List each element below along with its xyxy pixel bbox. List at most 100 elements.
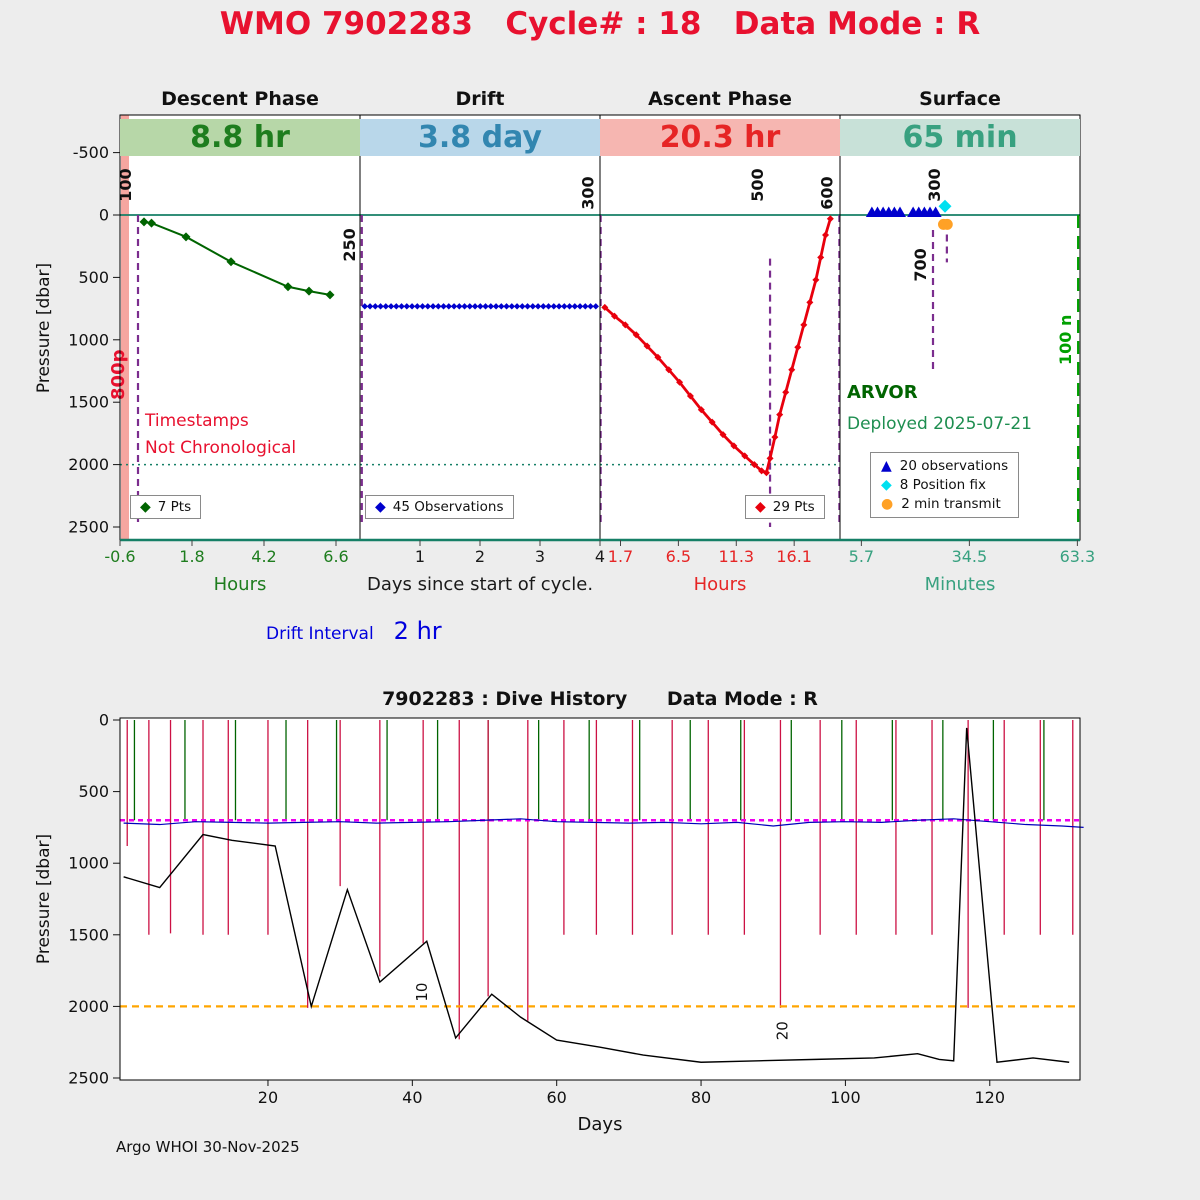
drift-observation-marker (492, 303, 500, 310)
ascent-profile-marker (812, 276, 820, 284)
drift-observation-marker (440, 303, 447, 310)
ascent-profile-marker (794, 343, 802, 351)
ascent-profile-marker (817, 253, 825, 261)
x-tick-label: 40 (402, 1088, 422, 1107)
ascent-profile-marker (665, 366, 673, 374)
x-tick-label: 34.5 (952, 547, 988, 566)
vline-label: 100 n (1056, 315, 1075, 365)
ascent-profile-marker (741, 452, 749, 460)
legend-ascent: ◆ 29 Pts (745, 495, 825, 519)
ascent-profile-marker (686, 392, 694, 400)
ascent-profile-marker (621, 321, 629, 329)
drift-observation-marker (419, 303, 426, 310)
ascent-profile-marker (708, 418, 716, 426)
ascent-profile-marker (806, 298, 814, 306)
drift-observation-marker (576, 303, 584, 310)
drift-observation-marker (445, 303, 452, 310)
ascent-profile-marker (632, 331, 640, 339)
vline-label: 300 (925, 168, 944, 201)
x-tick-label: 3 (535, 547, 545, 566)
descent-profile-marker (181, 232, 191, 242)
legend-surface-row-position-fix: ◆ 8 Position fix (881, 477, 1008, 493)
ascent-profile-marker (750, 461, 758, 469)
legend-drift: ◆ 45 Observations (365, 495, 514, 519)
drift-pressure-line (123, 818, 1084, 828)
ascent-profile-marker (782, 388, 790, 396)
x-tick-label: 63.3 (1060, 547, 1096, 566)
drift-observation-marker (414, 303, 421, 310)
float-model-label: ARVOR (847, 382, 918, 403)
timestamp-warning-band (121, 115, 129, 540)
legend-surface-row-transmit: ● 2 min transmit (881, 496, 1008, 512)
descent-profile-marker (304, 286, 314, 296)
diamond-marker-icon: ◆ (140, 499, 151, 515)
drift-observation-marker (382, 303, 389, 310)
descent-profile-marker (139, 217, 149, 227)
y-tick-label: 2500 (68, 518, 109, 537)
legend-surface-row-observations: ▲ 20 observations (881, 458, 1008, 474)
drift-interval-label: Drift Interval (266, 624, 374, 644)
ascent-profile-marker (719, 431, 727, 439)
legend-surface: ▲ 20 observations ◆ 8 Position fix ● 2 m… (870, 452, 1020, 518)
y-tick-label: -500 (73, 143, 109, 162)
ascent-profile-marker (730, 442, 738, 450)
drift-observation-marker (534, 303, 542, 310)
x-tick-label: 120 (975, 1088, 1006, 1107)
position-fix-marker (938, 199, 952, 213)
descent-profile-marker (283, 282, 293, 292)
y-tick-label: 0 (99, 711, 109, 730)
legend-ascent-label: 29 Pts (772, 499, 815, 515)
y-tick-label: 1000 (68, 330, 109, 349)
drift-observation-marker (592, 303, 599, 310)
x-tick-label: 6.5 (666, 547, 691, 566)
ascent-profile-marker (771, 433, 779, 441)
circle-marker-icon: ● (881, 496, 894, 512)
drift-observation-marker (487, 303, 494, 310)
x-tick-label: 11.3 (718, 547, 754, 566)
drift-observation-marker (424, 303, 431, 310)
ascent-profile-marker (766, 454, 774, 462)
phase-header-surface: Surface (919, 88, 1001, 110)
phase-header-ascent: Ascent Phase (648, 88, 792, 110)
diamond-marker-icon: ◆ (881, 477, 892, 493)
drift-observation-marker (398, 303, 405, 310)
ascent-profile-marker (776, 411, 784, 419)
cycle-number-label: 10 (413, 983, 431, 1002)
drift-observation-marker (529, 303, 536, 310)
descent-profile-marker (226, 257, 236, 267)
phase-header-descent: Descent Phase (161, 88, 319, 110)
x-tick-label: 16.1 (776, 547, 812, 566)
drift-observation-marker (508, 303, 515, 310)
y-tick-label: 2500 (68, 1069, 109, 1088)
legend-descent: ◆ 7 Pts (130, 495, 202, 519)
drift-observation-marker (408, 303, 416, 310)
ascent-profile-marker (697, 406, 705, 414)
drift-observation-marker (466, 303, 473, 310)
drift-observation-marker (450, 303, 458, 310)
drift-observation-marker (377, 303, 384, 310)
drift-observation-marker (461, 303, 468, 310)
timeline-y-axis-title: Pressure [dbar] (34, 262, 54, 394)
legend-descent-label: 7 Pts (157, 499, 192, 515)
y-tick-label: 500 (78, 268, 109, 287)
x-tick-label: 5.7 (849, 547, 874, 566)
x-tick-label: 1.8 (179, 547, 204, 566)
surface-observation-marker (894, 206, 906, 218)
y-tick-label: 2000 (68, 455, 109, 474)
descent-duration: 8.8 hr (190, 120, 290, 155)
drift-observation-marker (555, 303, 563, 310)
descent-x-axis-title: Hours (213, 574, 267, 595)
drift-observation-marker (482, 303, 489, 310)
vline-label: 250 (340, 228, 359, 261)
drift-observation-marker (587, 303, 594, 310)
deployed-label: Deployed 2025-07-21 (847, 414, 1032, 434)
drift-observation-marker (550, 303, 557, 310)
x-tick-label: 6.6 (323, 547, 348, 566)
x-tick-label: 4 (595, 547, 605, 566)
legend-transmit-label: 2 min transmit (901, 496, 1001, 512)
x-tick-label: 1 (415, 547, 425, 566)
surface-duration: 65 min (902, 120, 1018, 155)
banner-ascent-duration: 20.3 hr (600, 119, 840, 156)
x-tick-label: 80 (691, 1088, 711, 1107)
drift-observation-marker (566, 303, 573, 310)
